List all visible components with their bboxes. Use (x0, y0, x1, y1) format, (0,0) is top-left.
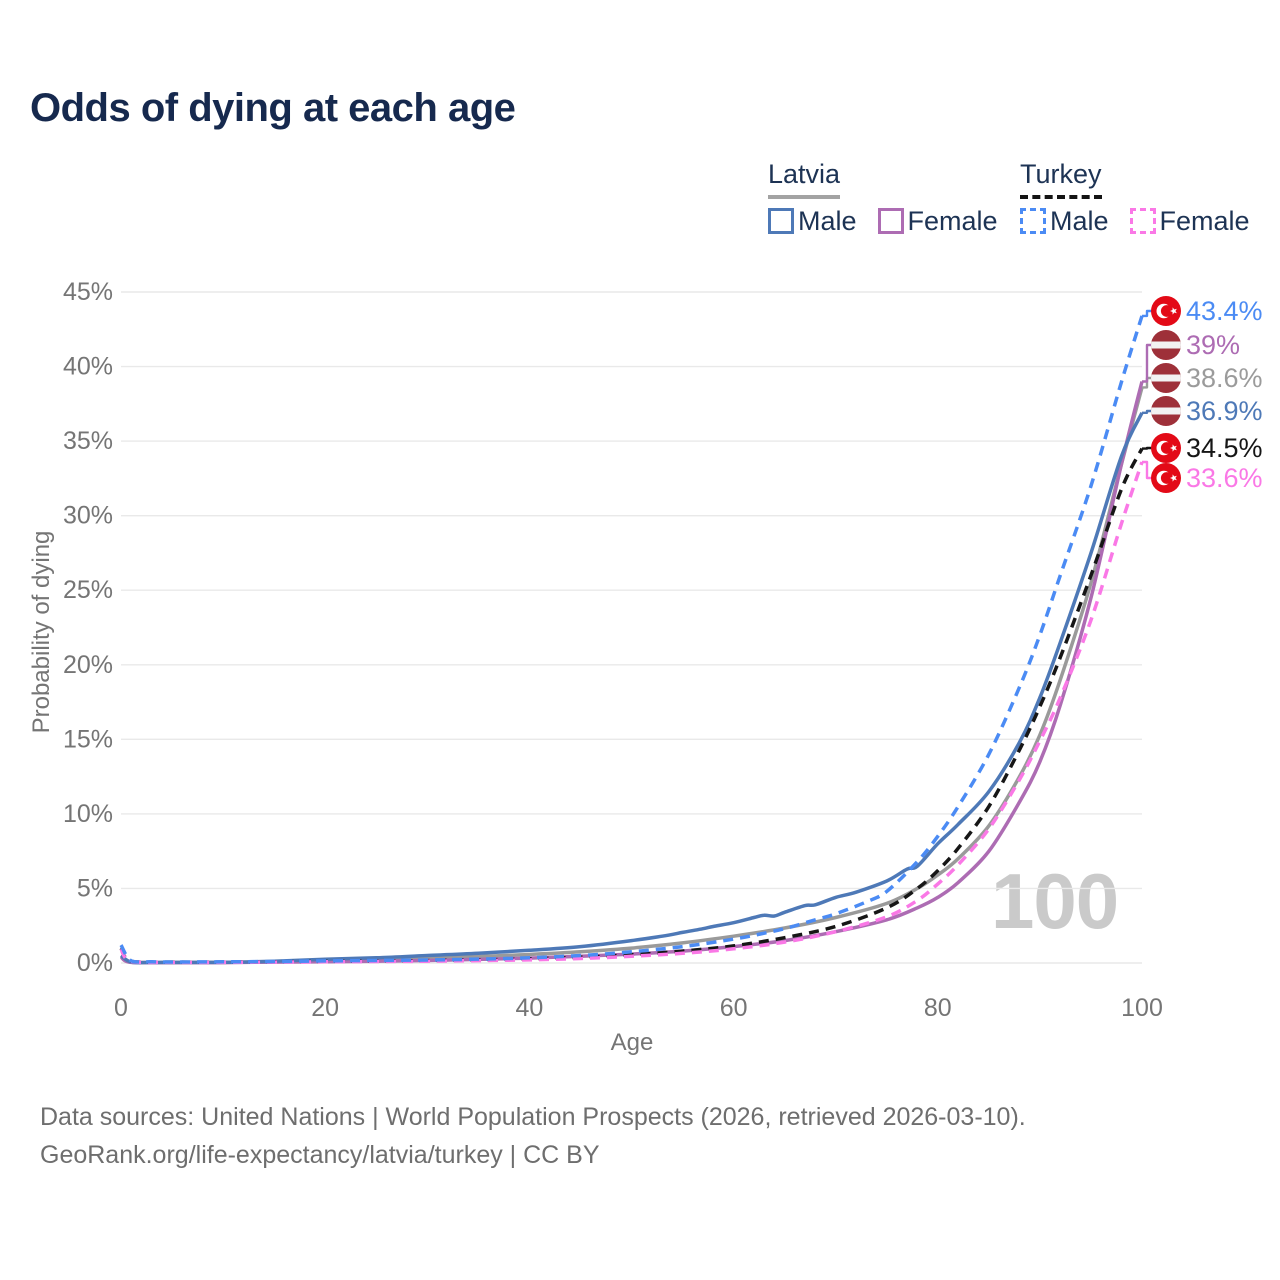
end-label-turkey-total: 34.5% (1142, 433, 1263, 463)
x-axis-title: Age (610, 1029, 654, 1056)
flag-icon-turkey (1151, 433, 1181, 463)
y-tick-label: 30% (63, 502, 113, 530)
page-title: Odds of dying at each age (30, 86, 516, 130)
legend-country-turkey[interactable]: Turkey (1020, 159, 1102, 199)
end-label-turkey-male: 43.4% (1142, 296, 1263, 326)
data-sources-text: Data sources: United Nations | World Pop… (40, 1103, 1026, 1131)
y-tick-label: 20% (63, 651, 113, 679)
end-label-latvia-female: 39% (1142, 330, 1240, 383)
end-label-connector (1142, 460, 1152, 480)
end-label-turkey-female: 33.6% (1142, 460, 1263, 493)
end-label-latvia-total: 38.6% (1142, 363, 1263, 393)
legend-item-label: Female (1159, 205, 1250, 236)
end-label-connector (1142, 343, 1152, 383)
latvia-male-swatch-icon (768, 208, 794, 235)
x-tick-label: 20 (311, 994, 339, 1022)
series-line-latvia-male (119, 412, 1144, 965)
series-line-latvia-total (119, 386, 1144, 965)
flag-icon-latvia (1151, 396, 1181, 426)
x-tick-label: 60 (720, 994, 748, 1022)
flag-icon-turkey (1151, 296, 1181, 326)
x-tick-label: 100 (1121, 994, 1163, 1022)
y-tick-label: 15% (63, 725, 113, 753)
end-label-value: 43.4% (1186, 296, 1263, 326)
y-tick-label: 45% (63, 278, 113, 306)
legend-item-turkey-male[interactable]: Male (1020, 205, 1109, 236)
legend-item-label: Male (798, 205, 857, 236)
y-tick-label: 0% (77, 949, 113, 977)
end-label-value: 38.6% (1186, 363, 1263, 393)
x-tick-label: 80 (924, 994, 952, 1022)
legend-row-turkey: Male Female (1020, 205, 1250, 236)
turkey-male-swatch-icon (1020, 208, 1046, 235)
latvia-female-swatch-icon (877, 208, 904, 235)
legend-group-latvia: Latvia Male Female (768, 159, 998, 236)
series-line-latvia-female (119, 381, 1144, 965)
end-label-value: 39% (1186, 330, 1240, 360)
flag-icon-turkey (1151, 463, 1181, 493)
legend-row-latvia: Male Female (768, 205, 998, 236)
legend-item-label: Male (1050, 205, 1109, 236)
age-watermark: 100 (991, 857, 1119, 945)
series-line-turkey-total (119, 447, 1144, 965)
end-label-value: 33.6% (1186, 463, 1263, 493)
y-tick-label: 10% (63, 800, 113, 828)
attribution-text: GeoRank.org/life-expectancy/latvia/turke… (40, 1141, 600, 1169)
end-label-value: 36.9% (1186, 396, 1263, 426)
end-label-latvia-male: 36.9% (1142, 396, 1263, 426)
legend-item-latvia-female[interactable]: Female (877, 205, 998, 236)
end-label-connector (1142, 409, 1152, 414)
legend-country-latvia[interactable]: Latvia (768, 159, 841, 199)
legend-item-turkey-female[interactable]: Female (1129, 205, 1250, 236)
end-label-connector (1142, 446, 1152, 450)
legend-item-label: Female (907, 205, 998, 236)
legend-group-turkey: Turkey Male Female (1020, 159, 1250, 236)
flag-icon-latvia (1151, 330, 1181, 360)
end-label-connector (1142, 309, 1152, 318)
y-tick-label: 40% (63, 353, 113, 381)
legend-item-latvia-male[interactable]: Male (768, 205, 857, 236)
y-tick-label: 5% (77, 874, 113, 902)
series-line-turkey-female (119, 461, 1144, 965)
x-tick-label: 0 (114, 994, 128, 1022)
x-tick-label: 40 (515, 994, 543, 1022)
y-tick-label: 35% (63, 427, 113, 455)
turkey-female-swatch-icon (1129, 208, 1156, 235)
flag-icon-latvia (1151, 363, 1181, 393)
y-axis-title: Probability of dying (28, 530, 55, 734)
series-line-turkey-male (119, 315, 1144, 964)
end-label-value: 34.5% (1186, 433, 1263, 463)
end-label-connector (1142, 376, 1152, 389)
y-tick-label: 25% (63, 576, 113, 604)
